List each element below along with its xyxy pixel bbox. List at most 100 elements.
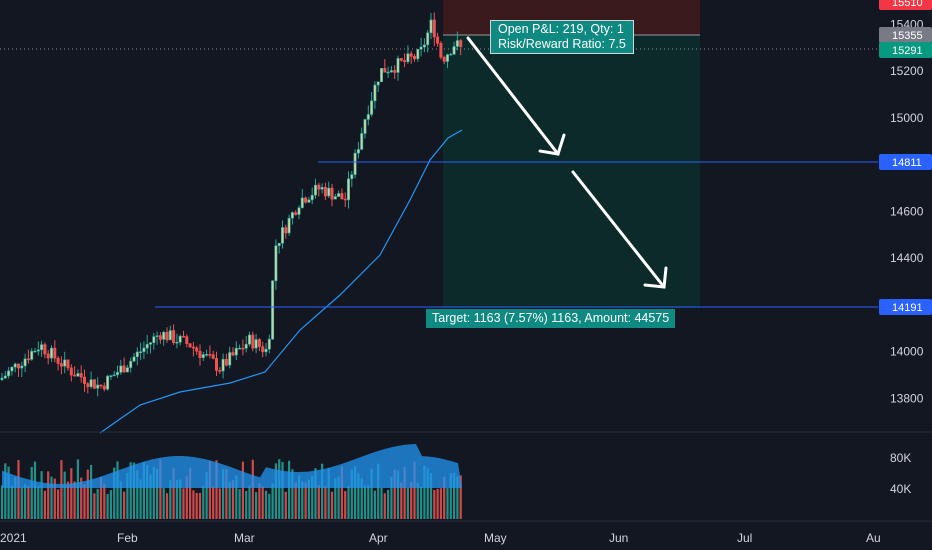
candle (228, 346, 232, 369)
candle (379, 68, 383, 83)
candle (366, 105, 370, 126)
volume-bar (119, 481, 122, 519)
candle (201, 351, 205, 361)
candle (162, 330, 166, 346)
candle (13, 362, 17, 373)
candle (92, 379, 96, 390)
volume-bar (185, 476, 188, 519)
volume-bar (136, 470, 139, 519)
time-tick-label: Au (866, 531, 881, 545)
volume-bar (449, 473, 452, 519)
candle (139, 342, 143, 361)
candle (310, 187, 314, 205)
candle (175, 333, 179, 349)
candle (23, 353, 27, 373)
candle (231, 347, 235, 357)
volume-bar (403, 467, 406, 519)
candle (129, 357, 133, 373)
candle (145, 335, 149, 354)
candle (172, 324, 176, 345)
profit-zone (443, 35, 700, 308)
volume-oscillator (2, 444, 462, 488)
candle (152, 332, 156, 350)
volume-bar (330, 491, 334, 519)
volume-bar (367, 485, 370, 519)
candle (356, 141, 360, 159)
candle (406, 45, 410, 64)
candle (10, 366, 14, 376)
candle (86, 382, 90, 394)
candle (40, 340, 44, 357)
volume-bar (47, 471, 50, 519)
volume-bar (387, 489, 390, 519)
volume-bar (311, 475, 314, 519)
candle (455, 31, 459, 51)
volume-bar (307, 479, 310, 519)
candle (0, 372, 4, 381)
volume-bar (416, 482, 419, 519)
candle (218, 367, 222, 375)
volume-bar (340, 466, 343, 519)
price-badge: 14191 (879, 299, 932, 315)
volume-bar (301, 481, 304, 519)
candle (363, 118, 367, 139)
price-tick-label: 14000 (890, 345, 924, 359)
time-axis[interactable]: 2021 Feb Mar Apr May Jun Jul Au (0, 531, 881, 545)
candle (211, 350, 215, 360)
candle (224, 353, 228, 367)
volume-tick-label: 80K (890, 451, 911, 465)
candle (135, 347, 139, 366)
volume-bar (251, 459, 254, 519)
volume-bar (294, 482, 297, 519)
volume-bar (347, 485, 350, 519)
candle (419, 37, 423, 57)
svg-text:15510: 15510 (892, 0, 923, 9)
volume-bar (334, 478, 337, 519)
volume-axis: 80K 40K (890, 451, 911, 496)
position-info-label[interactable]: Open P&L: 219, Qty: 1 Risk/Reward Ratio:… (490, 20, 634, 54)
volume-bar (142, 461, 145, 519)
candle (158, 332, 162, 344)
price-tick-label: 14400 (890, 251, 924, 265)
volume-bar (255, 492, 258, 519)
volume-bar (37, 485, 40, 519)
candle (383, 58, 387, 73)
candle (307, 196, 311, 204)
candle (244, 336, 248, 353)
price-tick-label: 15200 (890, 64, 924, 78)
candle (290, 211, 294, 225)
candle (76, 369, 80, 377)
target-label[interactable]: Target: 1163 (7.57%) 1163, Amount: 44575 (426, 309, 676, 328)
candle (422, 38, 426, 53)
volume-bar (106, 493, 109, 519)
candle (99, 384, 103, 389)
candle (429, 12, 433, 40)
volume-bar (446, 487, 449, 519)
candle (386, 66, 390, 78)
volume-bar (248, 485, 251, 519)
volume-bar (218, 488, 221, 519)
volume-bar (258, 483, 261, 519)
candle (122, 357, 126, 373)
volume-bar (261, 486, 264, 519)
volume-bar (390, 476, 393, 519)
volume-bar (86, 469, 89, 519)
volume-bar (73, 481, 76, 519)
candle (221, 353, 225, 379)
candle (16, 363, 20, 377)
volume-bar (400, 482, 403, 519)
volume-bar (208, 460, 211, 519)
volume-bar (17, 460, 20, 519)
candle (155, 331, 159, 345)
volume-bar (443, 476, 446, 519)
volume-bar (314, 468, 317, 519)
candle (396, 55, 400, 81)
volume-bar (24, 484, 27, 519)
candle (261, 341, 265, 358)
volume-bar (268, 493, 271, 519)
volume-bar (324, 486, 327, 519)
candle (132, 352, 136, 363)
time-tick-label: Mar (234, 531, 255, 545)
